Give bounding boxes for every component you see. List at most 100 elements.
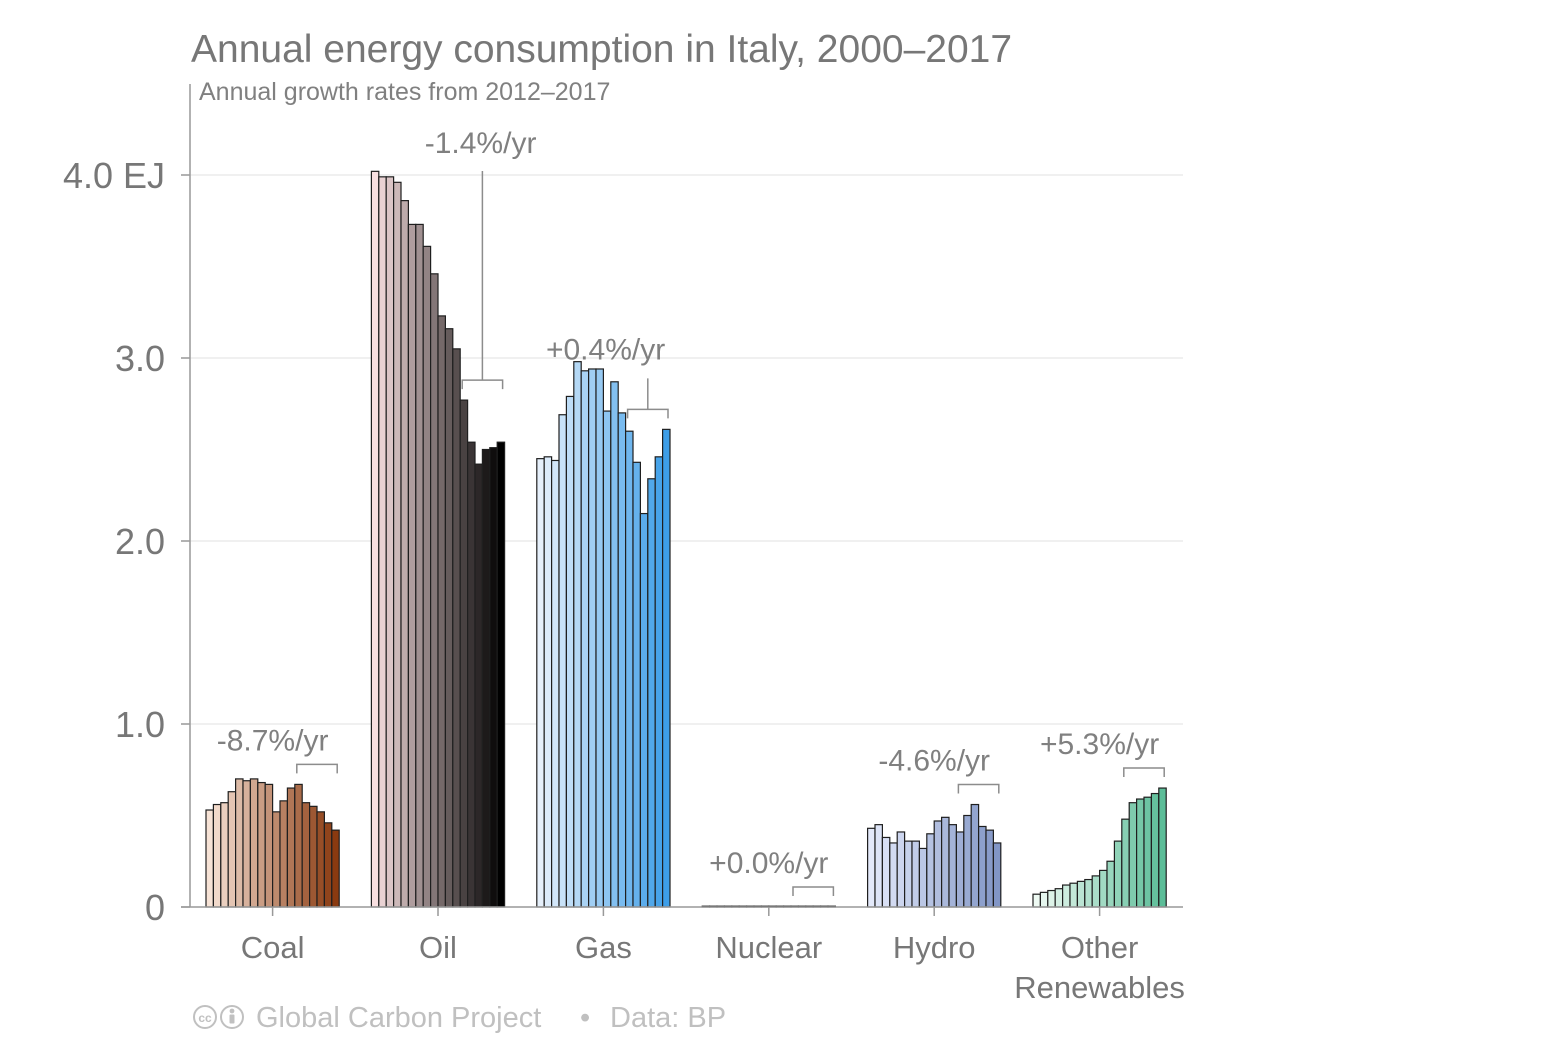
bar	[474, 463, 484, 908]
bar	[624, 430, 634, 908]
bar-group-coal	[205, 778, 340, 908]
growth-rate-annotations: -8.7%/yr -1.4%/yr +0.4%/yr +0.0%/yr -4.6%/yr…	[217, 127, 1165, 896]
bar	[1121, 818, 1130, 908]
bar	[415, 223, 424, 908]
growth-bracket	[296, 763, 338, 774]
x-tick-label: Renewables	[1014, 970, 1185, 1005]
bar	[452, 348, 461, 908]
bar	[955, 831, 965, 908]
svg-text:cc: cc	[198, 1011, 212, 1025]
bar	[467, 441, 476, 908]
bar	[1150, 792, 1160, 908]
bar	[617, 412, 627, 908]
bar	[911, 840, 921, 908]
bar-group-other-renewables	[1032, 787, 1167, 908]
bar	[370, 170, 380, 908]
bar	[1054, 888, 1064, 908]
bar	[1143, 796, 1153, 908]
bar	[257, 781, 266, 908]
growth-rate-label: +0.4%/yr	[546, 333, 665, 366]
bar	[595, 368, 605, 908]
bar	[309, 805, 318, 908]
x-tick-label: Hydro	[893, 930, 976, 965]
x-tick-label: Coal	[241, 930, 305, 965]
growth-bracket	[626, 408, 669, 419]
growth-rate-label: -4.6%/yr	[878, 745, 990, 778]
bar	[1084, 878, 1093, 908]
growth-rate-label: -8.7%/yr	[217, 724, 329, 757]
bar	[316, 811, 326, 908]
bar	[933, 820, 943, 908]
bar	[1091, 875, 1101, 908]
bar	[573, 361, 582, 908]
bar	[235, 778, 244, 908]
bar	[212, 803, 222, 908]
bar	[602, 410, 612, 908]
bar	[1069, 882, 1079, 908]
y-tick-label: 0	[145, 887, 165, 928]
bar	[661, 428, 671, 908]
bar	[407, 223, 417, 908]
y-tick-label: 2.0	[115, 521, 165, 562]
bar	[565, 395, 575, 908]
bar	[378, 176, 387, 908]
bar	[610, 381, 619, 908]
bar	[393, 181, 402, 908]
bar	[632, 461, 642, 908]
bar	[940, 816, 950, 908]
bar	[903, 840, 913, 908]
bar-group-hydro	[866, 803, 1002, 908]
bar	[874, 824, 884, 908]
bar	[481, 448, 491, 908]
bar	[489, 447, 498, 908]
bar	[323, 822, 333, 908]
bar	[294, 783, 303, 908]
bar	[496, 441, 506, 908]
bar-groups	[205, 170, 1167, 908]
bar	[205, 809, 215, 908]
bar	[1158, 787, 1167, 908]
gridlines	[190, 174, 1183, 725]
bar	[279, 800, 289, 908]
bar	[1039, 891, 1049, 908]
bar	[977, 825, 987, 908]
x-tick-label: Other	[1061, 930, 1139, 965]
bar	[992, 842, 1002, 908]
bar	[587, 368, 597, 908]
growth-bracket	[1123, 767, 1165, 778]
growth-rate-label: -1.4%/yr	[425, 127, 537, 160]
bar	[1135, 798, 1145, 908]
growth-bracket	[792, 886, 835, 896]
chart-title: Annual energy consumption in Italy, 2000…	[191, 28, 1012, 71]
bar	[926, 833, 935, 908]
bar	[918, 847, 928, 908]
y-tick-label: 3.0	[115, 338, 165, 379]
bar	[400, 200, 410, 908]
chart-subtitle: Annual growth rates from 2012–2017	[199, 78, 610, 106]
bar	[647, 478, 656, 908]
bar	[220, 802, 229, 908]
bar	[558, 414, 568, 908]
bar	[331, 829, 340, 908]
bar	[264, 783, 274, 908]
growth-rate-label: +0.0%/yr	[709, 847, 828, 880]
cc-icon: cc	[193, 1005, 217, 1029]
bar	[385, 176, 395, 908]
bar	[286, 787, 296, 908]
footer: cc Global Carbon Project • Data: BP	[193, 1002, 726, 1034]
bar	[866, 827, 876, 908]
bar	[430, 273, 439, 908]
bar	[1061, 884, 1071, 908]
bar	[543, 456, 553, 908]
x-tick-label: Nuclear	[715, 930, 822, 965]
bar	[654, 456, 664, 908]
bar	[1113, 840, 1123, 908]
bar	[1106, 860, 1116, 908]
bar	[242, 780, 252, 908]
bar	[639, 512, 649, 908]
bar	[1098, 869, 1108, 908]
y-tick-label: 4.0 EJ	[63, 155, 165, 196]
x-tick-label: Oil	[419, 930, 457, 965]
y-tick-label: 1.0	[115, 704, 165, 745]
